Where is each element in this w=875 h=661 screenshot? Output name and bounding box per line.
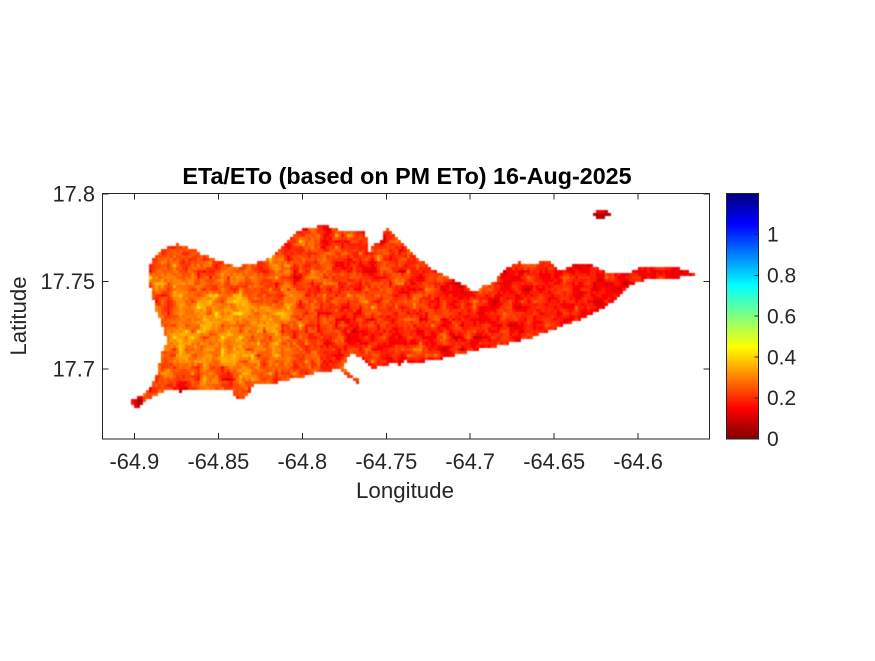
svg-text:-64.75: -64.75: [355, 449, 417, 474]
svg-text:0: 0: [767, 428, 779, 451]
svg-text:17.8: 17.8: [53, 182, 95, 207]
svg-text:0.6: 0.6: [767, 305, 796, 328]
svg-text:0.4: 0.4: [767, 346, 797, 369]
svg-text:-64.8: -64.8: [277, 449, 327, 474]
svg-text:-64.9: -64.9: [110, 449, 160, 474]
svg-text:0.2: 0.2: [767, 387, 796, 410]
svg-text:Longitude: Longitude: [356, 478, 454, 503]
svg-text:-64.7: -64.7: [445, 449, 495, 474]
svg-text:17.7: 17.7: [53, 357, 95, 382]
svg-text:-64.65: -64.65: [523, 449, 585, 474]
svg-text:-64.6: -64.6: [613, 449, 663, 474]
svg-text:-64.85: -64.85: [187, 449, 249, 474]
svg-text:ETa/ETo (based on PM ETo) 16-A: ETa/ETo (based on PM ETo) 16-Aug-2025: [182, 163, 631, 189]
svg-text:Latitude: Latitude: [6, 276, 31, 355]
svg-text:1: 1: [767, 224, 779, 247]
svg-text:17.75: 17.75: [40, 269, 95, 294]
svg-text:0.8: 0.8: [767, 265, 796, 288]
